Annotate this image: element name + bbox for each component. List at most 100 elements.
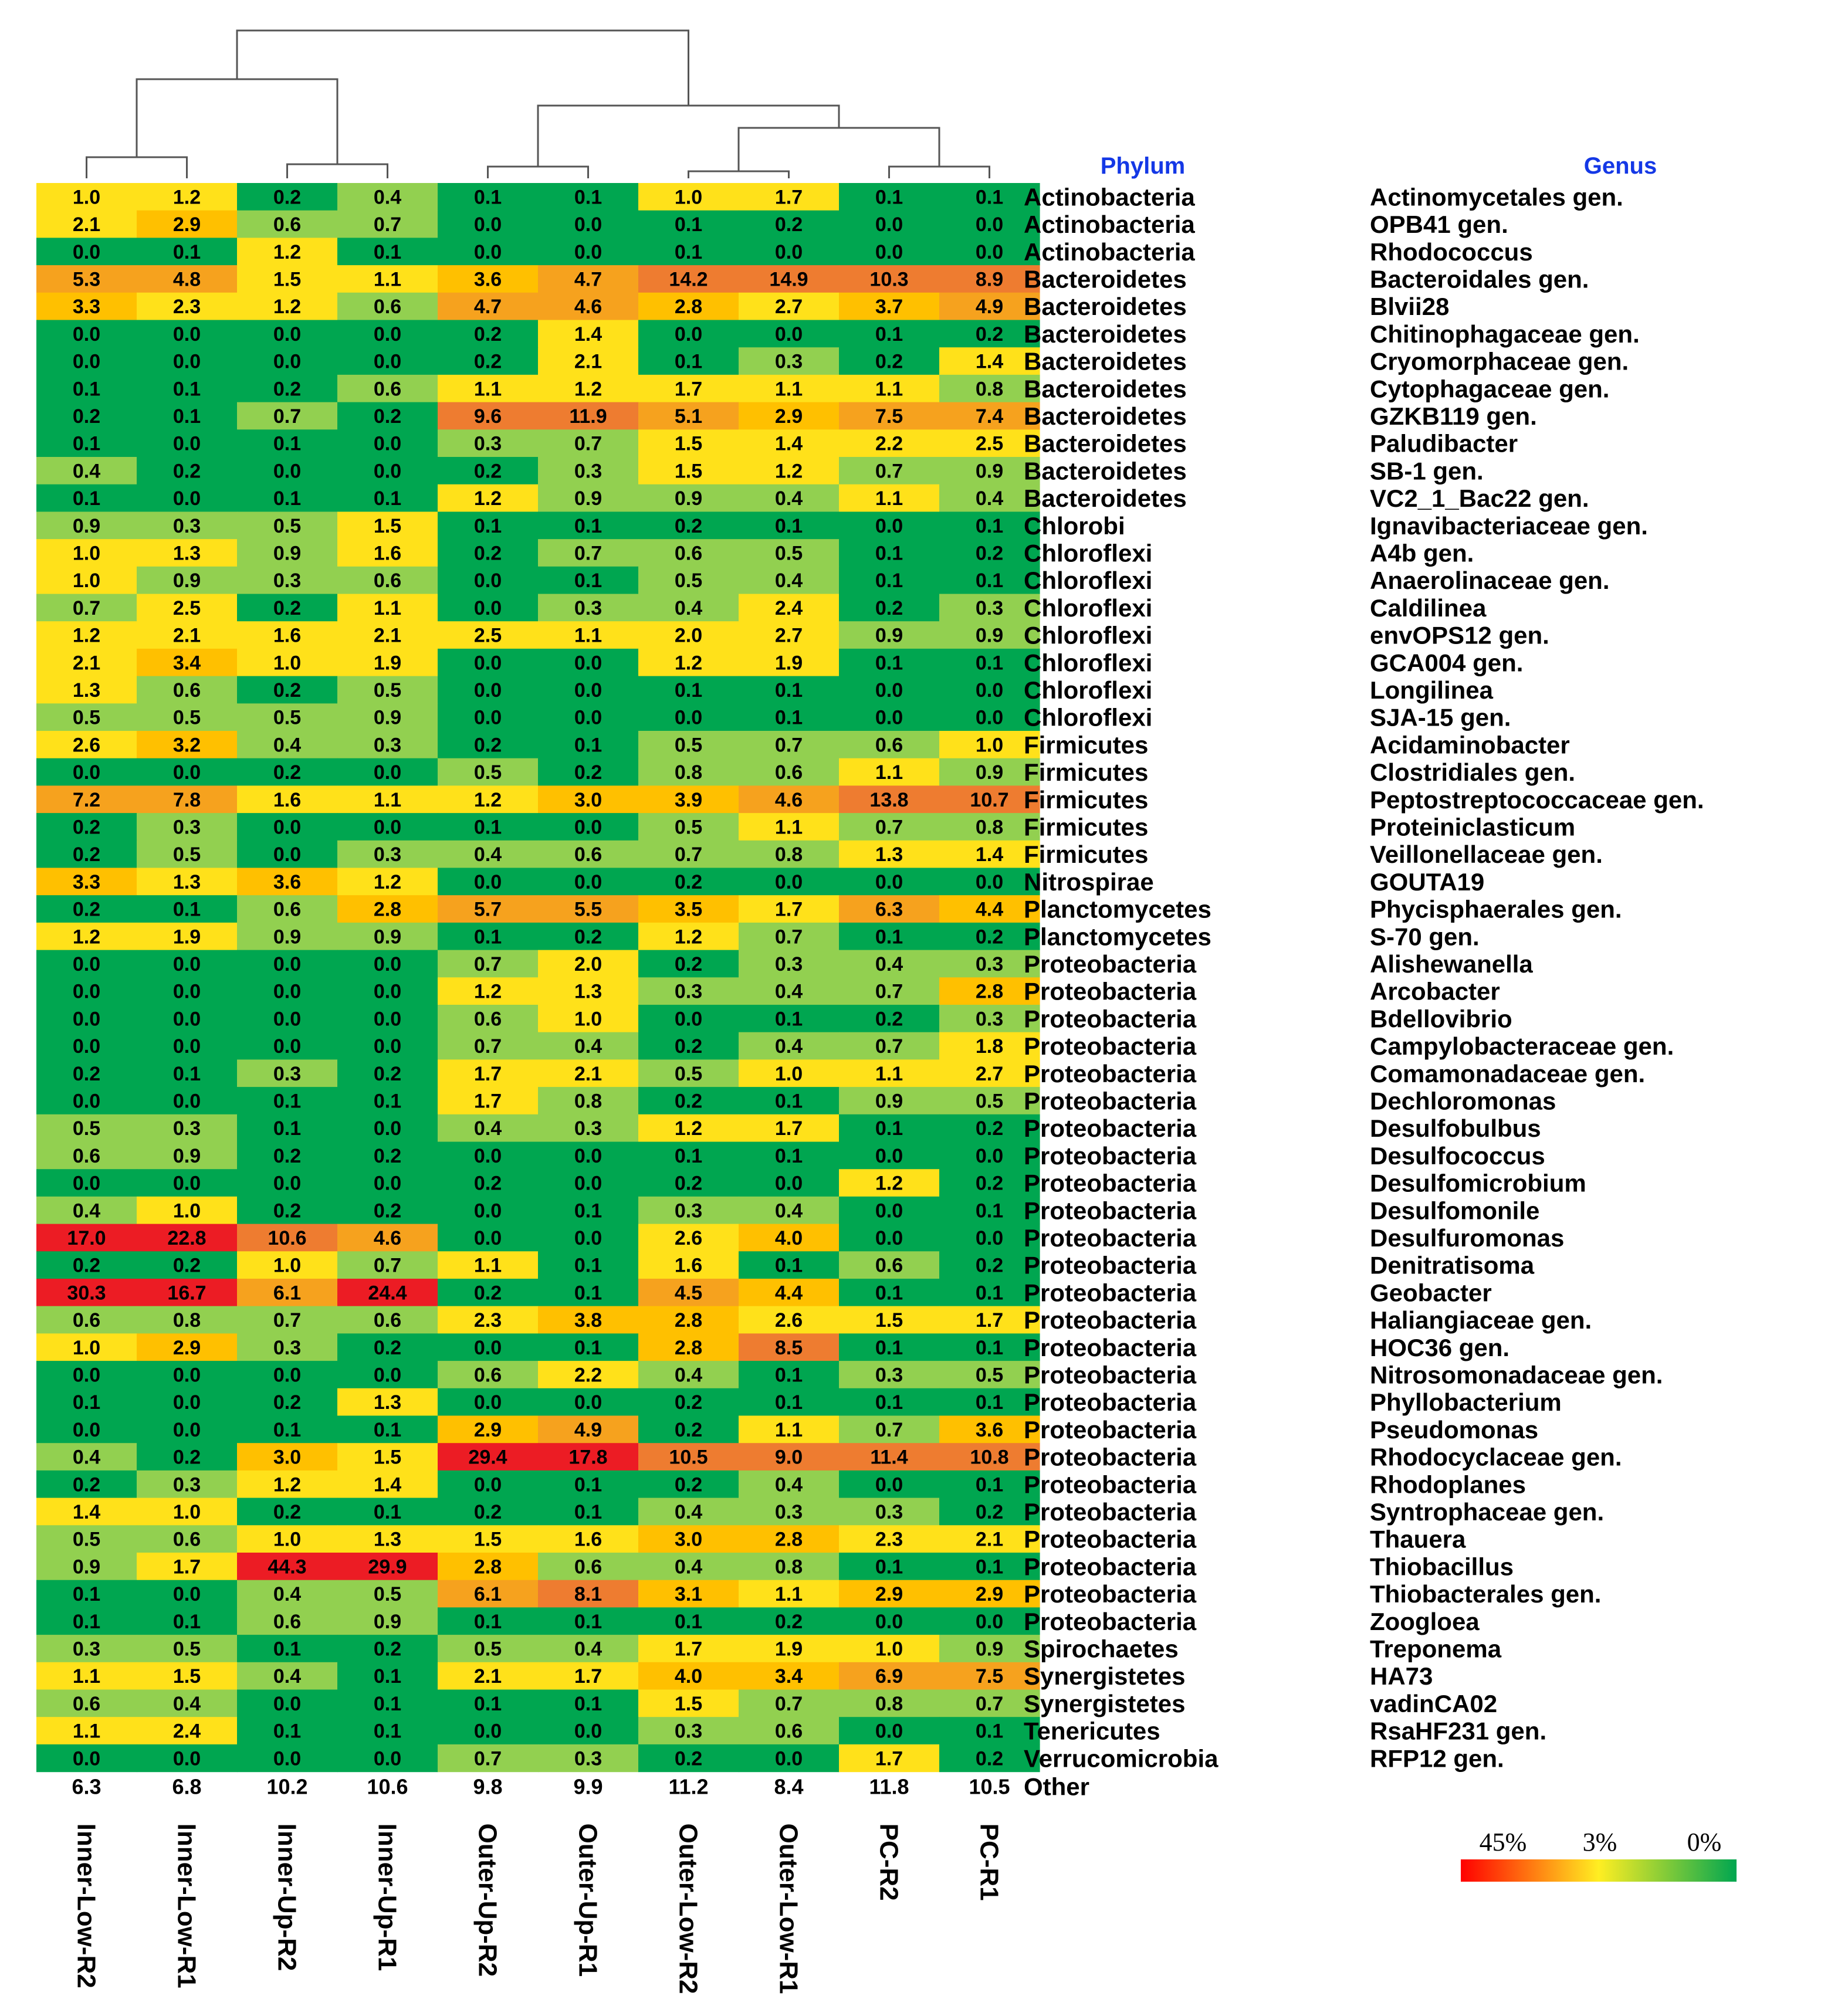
cell-value: 0.0 [73,981,100,1003]
heatmap-cell [438,457,539,485]
cell-value: 0.1 [374,1720,401,1743]
heatmap-cell [36,1333,137,1361]
heatmap-cell [438,1388,539,1417]
cell-value: 0.0 [875,1200,903,1222]
phylum-label: Proteobacteria [1024,1060,1197,1087]
heatmap-cell [237,731,338,759]
heatmap-cell [839,1388,940,1417]
heatmap-cell [638,1059,739,1087]
cell-value: 0.2 [474,460,502,482]
heatmap-cell [839,731,940,759]
heatmap-cell [638,868,739,896]
heatmap-cell [638,1141,739,1170]
cell-value: 0.1 [976,1391,1003,1414]
cell-value: 0.0 [73,241,100,263]
heatmap-cell [337,1224,438,1252]
cell-value: 4.7 [574,268,602,290]
cell-value: 0.6 [374,378,401,400]
cell-value: 0.0 [374,981,401,1003]
genus-label: Phycisphaerales gen. [1370,896,1622,923]
cell-value: 0.1 [374,1419,401,1441]
cell-value: 1.2 [775,460,803,482]
heatmap-cell [739,1333,840,1361]
cell-value: 0.4 [976,487,1003,510]
cell-value: 0.0 [73,351,100,373]
heatmap-cell [739,1497,840,1526]
cell-value: 10.3 [869,268,908,290]
heatmap-cell [36,292,137,321]
genus-label: GCA004 gen. [1370,649,1523,676]
cell-value: 0.1 [775,1090,803,1112]
heatmap-cell [538,1744,639,1773]
cell-value: 0.2 [675,515,702,537]
heatmap-cell [137,292,238,321]
cell-value: 0.3 [173,1473,201,1496]
cell-value: 0.2 [675,1391,702,1414]
cell-value: 0.9 [173,1145,201,1167]
heatmap-cell [438,210,539,238]
cell-value: 0.9 [574,487,602,510]
heatmap-cell [638,1635,739,1663]
heatmap-cell [939,238,1040,266]
cell-value: 1.1 [775,816,803,838]
heatmap-cell [839,1497,940,1526]
cell-value: 1.2 [73,926,100,948]
cell-value: 1.0 [976,734,1003,756]
heatmap-cell [237,676,338,704]
heatmap-cell [438,785,539,814]
heatmap-cell [237,320,338,348]
cell-value: 0.7 [775,734,803,756]
heatmap-cell [538,1169,639,1197]
cell-value: 0.0 [173,1583,201,1605]
cell-value: 0.7 [875,816,903,838]
cell-value: 1.4 [574,323,602,345]
heatmap-cell [739,868,840,896]
phylum-label: Proteobacteria [1024,1526,1197,1553]
heatmap-cell [739,895,840,923]
cell-value: 0.0 [875,707,903,729]
heatmap-cell [638,238,739,266]
heatmap-cell [638,1333,739,1361]
heatmap-cell [137,1141,238,1170]
cell-value: 0.7 [875,1419,903,1441]
heatmap-cell [337,210,438,238]
phylum-header: Phylum [1101,153,1185,179]
phylum-label: Bacteroidetes [1024,402,1187,430]
heatmap-cell [638,347,739,375]
cell-value: 1.0 [73,186,100,208]
cell-value: 1.0 [574,1008,602,1030]
heatmap-cell [538,402,639,430]
row-labels: Actinobacteria Actinomycetales gen. Actino… [1024,183,1704,1772]
cell-value: 0.7 [675,843,702,866]
heatmap-cell [939,1689,1040,1717]
cell-value: 0.1 [273,1419,301,1441]
cell-value: 0.6 [273,1611,301,1633]
heatmap-cell [36,484,137,512]
heatmap-cell [638,402,739,430]
cell-value: 1.5 [173,1665,201,1688]
cell-value: 7.8 [173,789,201,811]
cell-value: 0.3 [173,816,201,838]
heatmap-cell [237,1306,338,1334]
heatmap-cell [438,703,539,731]
heatmap-cell [36,320,137,348]
heatmap-cell [638,1607,739,1635]
cell-value: 0.0 [675,1008,702,1030]
cell-value: 0.0 [474,1720,502,1743]
heatmap-cell [839,238,940,266]
genus-label: RFP12 gen. [1370,1744,1504,1772]
heatmap-cell [739,1059,840,1087]
cell-value: 0.4 [574,1638,602,1660]
heatmap-cell [337,429,438,458]
phylum-label: Firmicutes [1024,786,1148,814]
cell-value: 1.3 [173,542,201,564]
cell-value: 2.1 [474,1665,502,1688]
heatmap-cell [36,1443,137,1471]
heatmap-cell [36,183,137,211]
cell-value: 0.9 [273,926,301,948]
cell-value: 2.6 [73,734,100,756]
heatmap-cell [237,1415,338,1444]
other-value: 10.6 [367,1775,408,1799]
heatmap-cell [337,1470,438,1499]
heatmap-cell [36,868,137,896]
